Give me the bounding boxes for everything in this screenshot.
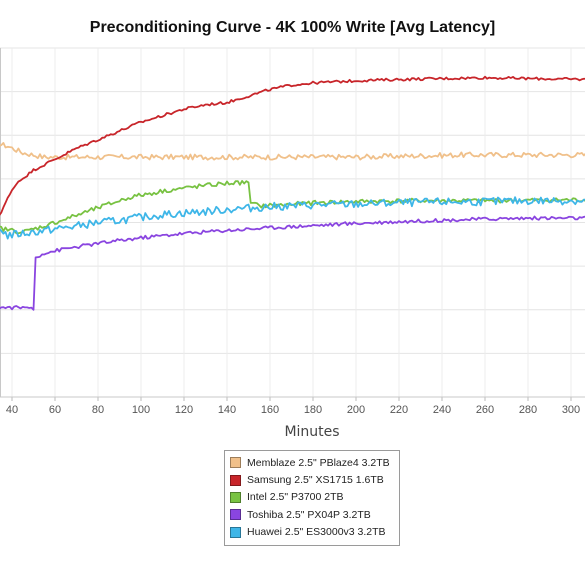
legend-label: Samsung 2.5" XS1715 1.6TB (247, 474, 384, 487)
x-tick-label: 280 (519, 404, 537, 416)
series-line-1 (0, 141, 585, 161)
x-tick-label: 260 (476, 404, 494, 416)
legend-item[interactable]: Samsung 2.5" XS1715 1.6TB (230, 471, 399, 488)
x-tick-label: 60 (49, 404, 61, 416)
x-tick-label: 160 (261, 404, 279, 416)
legend-swatch (230, 474, 241, 486)
x-tick-label: 40 (6, 404, 18, 416)
series-line-2 (0, 75, 585, 216)
legend-item[interactable]: Toshiba 2.5" PX04P 3.2TB (230, 506, 399, 523)
legend-item[interactable]: Intel 2.5" P3700 2TB (230, 489, 399, 506)
legend-swatch (230, 509, 241, 521)
x-tick-label: 220 (390, 404, 408, 416)
legend-swatch (230, 526, 241, 538)
legend: Memblaze 2.5" PBlaze4 3.2TB Samsung 2.5" … (224, 450, 400, 546)
series-line-5 (0, 196, 585, 240)
legend-label: Huawei 2.5" ES3000v3 3.2TB (247, 526, 386, 539)
x-axis-title: Minutes (284, 424, 340, 440)
legend-item[interactable]: Huawei 2.5" ES3000v3 3.2TB (230, 524, 399, 541)
x-tick-label: 100 (132, 404, 150, 416)
x-tick-label: 180 (304, 404, 322, 416)
legend-swatch (230, 457, 241, 469)
x-tick-label: 80 (92, 404, 104, 416)
legend-label: Memblaze 2.5" PBlaze4 3.2TB (247, 456, 390, 469)
x-tick-label: 240 (433, 404, 451, 416)
series-line-4 (0, 215, 585, 311)
x-tick-label: 300 (562, 404, 580, 416)
chart-title: Preconditioning Curve - 4K 100% Write [A… (89, 19, 496, 36)
x-tick-label: 140 (218, 404, 236, 416)
legend-swatch (230, 491, 241, 503)
legend-label: Toshiba 2.5" PX04P 3.2TB (247, 508, 371, 521)
legend-label: Intel 2.5" P3700 2TB (247, 491, 344, 504)
x-tick-label: 200 (347, 404, 365, 416)
legend-item[interactable]: Memblaze 2.5" PBlaze4 3.2TB (230, 454, 399, 471)
x-tick-label: 120 (175, 404, 193, 416)
